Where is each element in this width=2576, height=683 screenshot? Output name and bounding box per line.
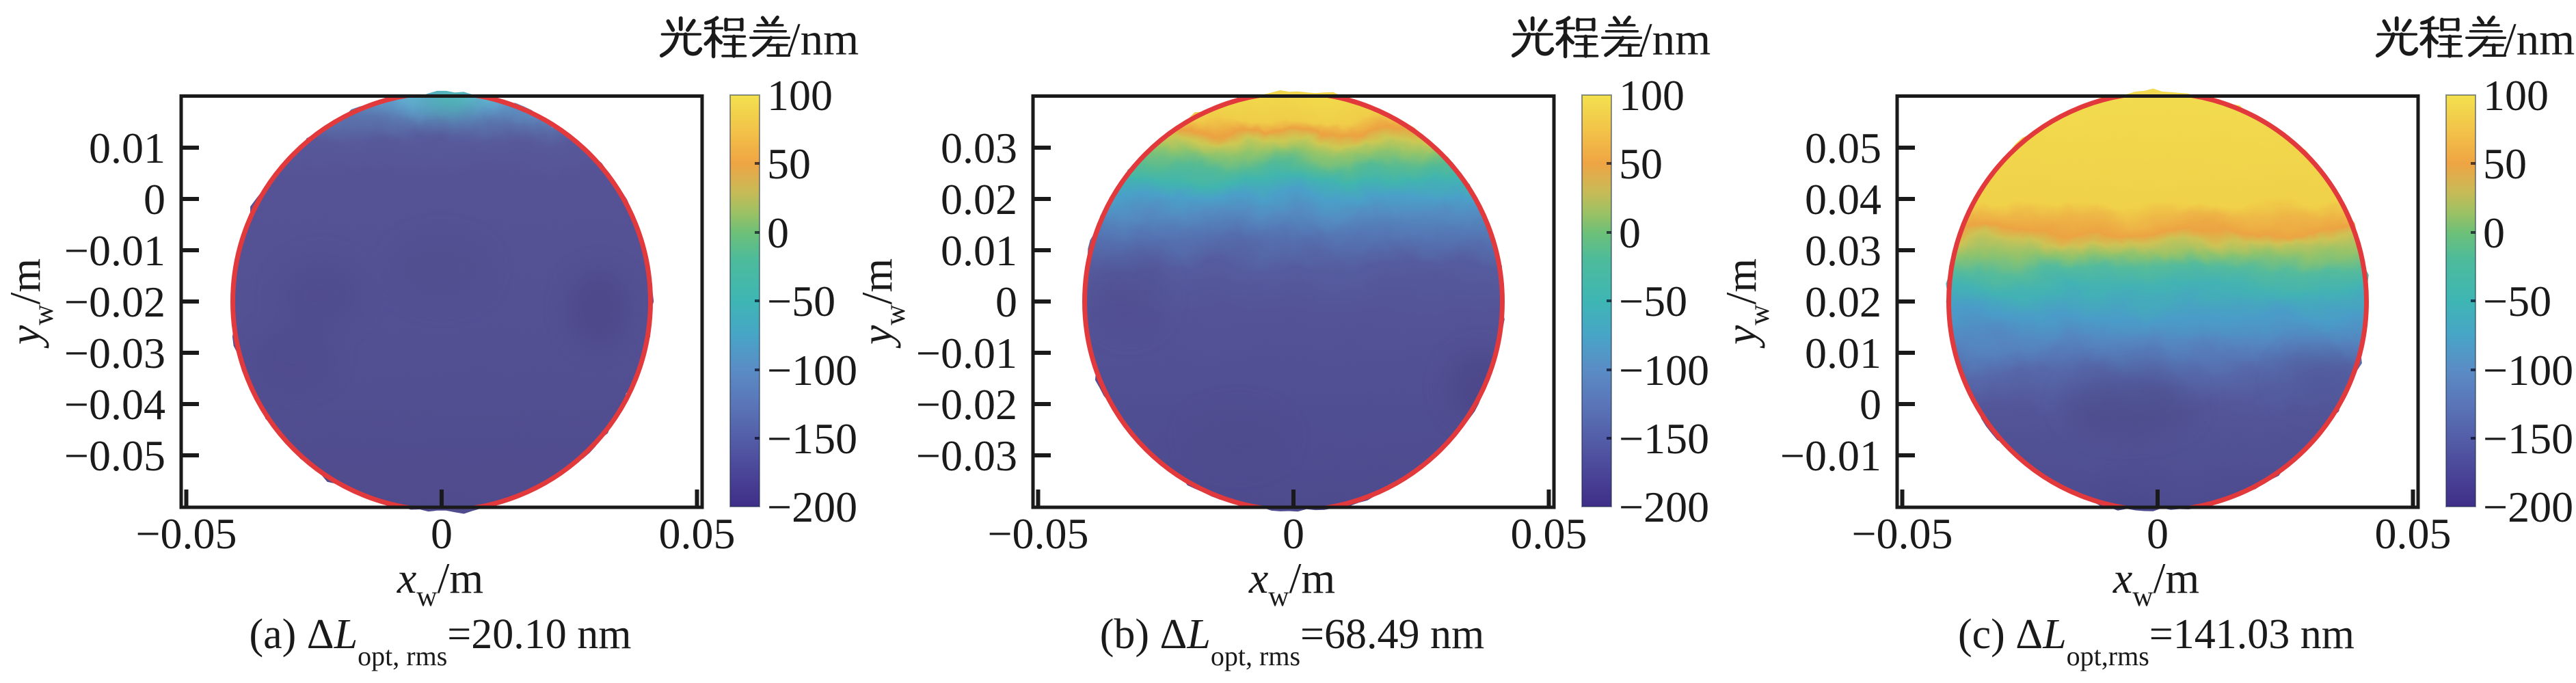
svg-text:−0.04: −0.04	[64, 380, 165, 429]
svg-text:−0.03: −0.03	[916, 431, 1017, 480]
svg-text:0.01: 0.01	[89, 124, 165, 172]
svg-text:/nm: /nm	[788, 14, 859, 65]
svg-text:−0.05: −0.05	[1851, 509, 1953, 558]
svg-text:(a) ΔLopt, rms=20.10 nm: (a) ΔLopt, rms=20.10 nm	[250, 611, 632, 671]
svg-text:−150: −150	[2483, 414, 2573, 463]
svg-text:0.01: 0.01	[941, 226, 1017, 275]
svg-text:0: 0	[995, 278, 1017, 326]
svg-text:−200: −200	[767, 483, 857, 531]
svg-text:(b) ΔLopt, rms=68.49 nm: (b) ΔLopt, rms=68.49 nm	[1100, 611, 1484, 671]
svg-text:0: 0	[2483, 209, 2505, 257]
svg-text:0: 0	[431, 509, 453, 558]
svg-text:−100: −100	[767, 346, 857, 394]
svg-text:50: 50	[767, 139, 811, 188]
svg-text:−0.02: −0.02	[916, 380, 1017, 429]
svg-text:100: 100	[767, 71, 833, 120]
svg-text:0: 0	[1860, 380, 1881, 429]
svg-text:−50: −50	[1619, 277, 1687, 325]
svg-text:−100: −100	[1619, 346, 1709, 394]
svg-text:−0.01: −0.01	[64, 226, 165, 275]
svg-text:yw/m: yw/m	[1717, 258, 1775, 349]
svg-text:/nm: /nm	[1639, 14, 1710, 65]
svg-text:0.02: 0.02	[1805, 278, 1881, 326]
svg-text:100: 100	[2483, 71, 2549, 120]
svg-text:0.02: 0.02	[941, 175, 1017, 224]
svg-text:−0.05: −0.05	[64, 431, 165, 480]
svg-text:0.05: 0.05	[1511, 509, 1587, 558]
svg-text:−100: −100	[2483, 346, 2573, 394]
svg-text:−200: −200	[1619, 483, 1709, 531]
svg-text:−50: −50	[2483, 277, 2551, 325]
svg-text:0: 0	[144, 175, 165, 224]
svg-text:(c) ΔLopt,rms=141.03 nm: (c) ΔLopt,rms=141.03 nm	[1958, 611, 2354, 671]
svg-text:0.05: 0.05	[1805, 124, 1881, 172]
svg-text:−200: −200	[2483, 483, 2573, 531]
svg-text:yw/m: yw/m	[853, 258, 911, 349]
svg-text:−0.01: −0.01	[916, 329, 1017, 377]
svg-text:−50: −50	[767, 277, 835, 325]
svg-text:−0.02: −0.02	[64, 278, 165, 326]
svg-text:−0.03: −0.03	[64, 329, 165, 377]
svg-text:xw/m: xw/m	[2112, 554, 2199, 613]
svg-text:0.03: 0.03	[941, 124, 1017, 172]
svg-text:0: 0	[1619, 209, 1641, 257]
svg-text:−0.01: −0.01	[1780, 431, 1881, 480]
svg-text:0.01: 0.01	[1805, 329, 1881, 377]
svg-text:−150: −150	[767, 414, 857, 463]
svg-text:−150: −150	[1619, 414, 1709, 463]
svg-text:yw/m: yw/m	[1, 258, 59, 349]
svg-text:50: 50	[2483, 139, 2527, 188]
svg-text:/nm: /nm	[2504, 14, 2575, 65]
svg-text:−0.05: −0.05	[987, 509, 1088, 558]
svg-text:0.05: 0.05	[659, 509, 736, 558]
svg-text:50: 50	[1619, 139, 1663, 188]
svg-text:0.04: 0.04	[1805, 175, 1881, 224]
svg-text:0: 0	[767, 209, 789, 257]
svg-text:100: 100	[1619, 71, 1685, 120]
svg-text:0.05: 0.05	[2375, 509, 2452, 558]
svg-text:0: 0	[1283, 509, 1304, 558]
svg-text:xw/m: xw/m	[1248, 554, 1335, 613]
svg-text:0.03: 0.03	[1805, 226, 1881, 275]
svg-text:0: 0	[2147, 509, 2169, 558]
svg-text:xw/m: xw/m	[397, 554, 483, 613]
svg-text:−0.05: −0.05	[135, 509, 237, 558]
